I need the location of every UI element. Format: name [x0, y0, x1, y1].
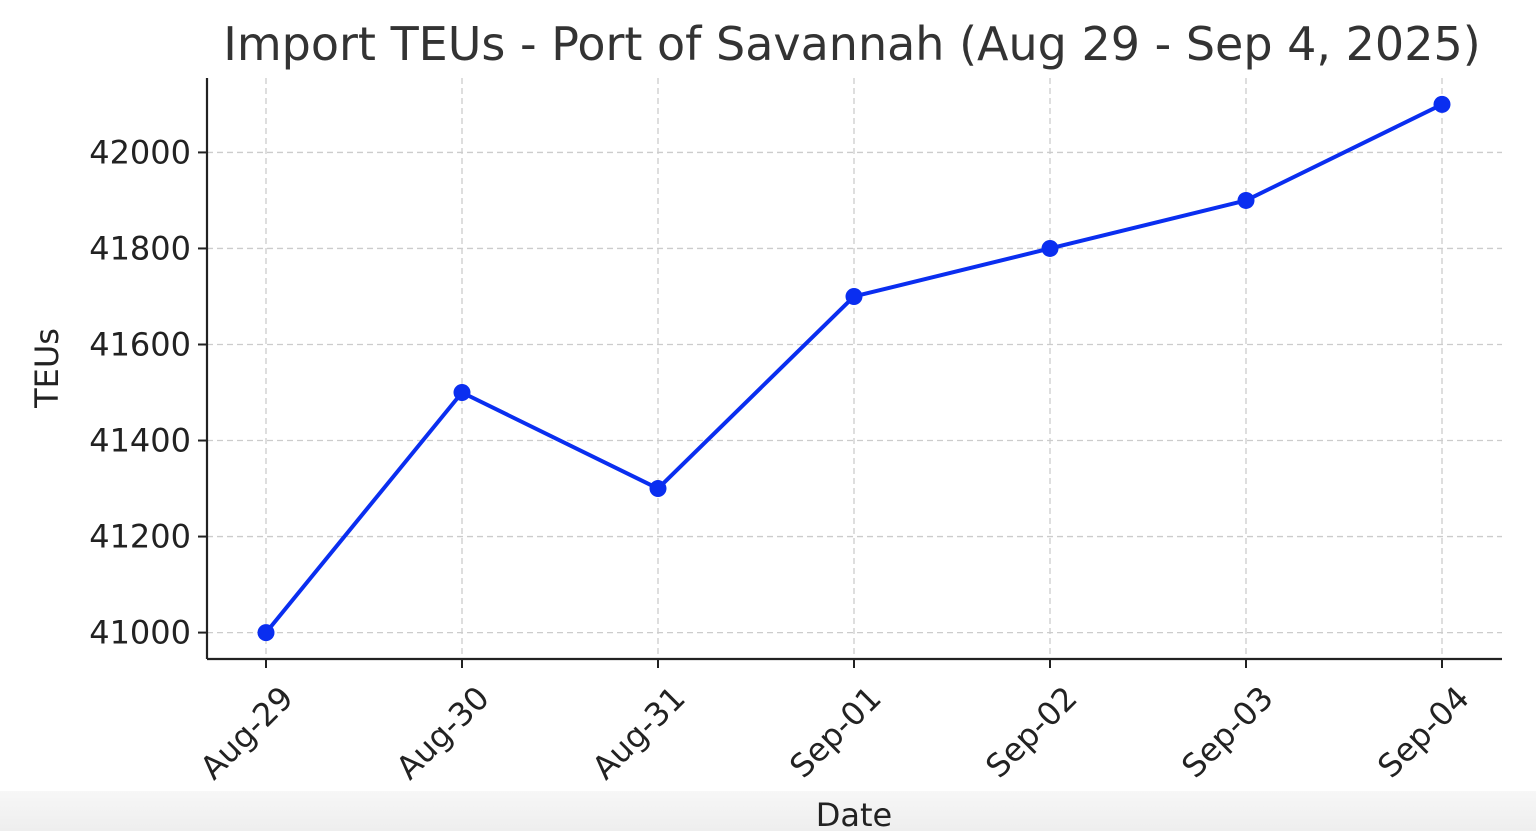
- y-axis-label: TEUs: [28, 328, 66, 409]
- y-tick-label: 41200: [89, 518, 191, 556]
- data-point: [1041, 239, 1059, 257]
- data-point: [1237, 191, 1255, 209]
- data-point: [845, 287, 863, 305]
- x-tick-label: Sep-03: [1174, 679, 1280, 785]
- data-point: [649, 480, 667, 498]
- y-tick-label: 41800: [89, 229, 191, 267]
- y-tick-label: 41400: [89, 422, 191, 460]
- x-tick-label: Aug-29: [193, 679, 301, 787]
- x-tick-label: Sep-04: [1370, 679, 1476, 785]
- x-axis-label: Date: [816, 796, 892, 831]
- x-tick-label: Sep-01: [782, 679, 888, 785]
- x-tick-label: Aug-31: [585, 679, 693, 787]
- y-tick-label: 41000: [89, 614, 191, 652]
- chart-title: Import TEUs - Port of Savannah (Aug 29 -…: [223, 17, 1480, 71]
- y-tick-label: 41600: [89, 325, 191, 363]
- data-point: [1433, 95, 1451, 113]
- y-tick-label: 42000: [89, 133, 191, 171]
- data-point: [257, 624, 275, 642]
- bottom-strip: [0, 791, 1536, 831]
- axes: 41000 41200 41400 41600 41800 42000 Aug-29 Aug-…: [89, 78, 1502, 787]
- data-point: [453, 384, 471, 402]
- series: [257, 95, 1451, 642]
- x-tick-label: Sep-02: [978, 679, 1084, 785]
- x-tick-label: Aug-30: [389, 679, 497, 787]
- grid: [207, 78, 1502, 659]
